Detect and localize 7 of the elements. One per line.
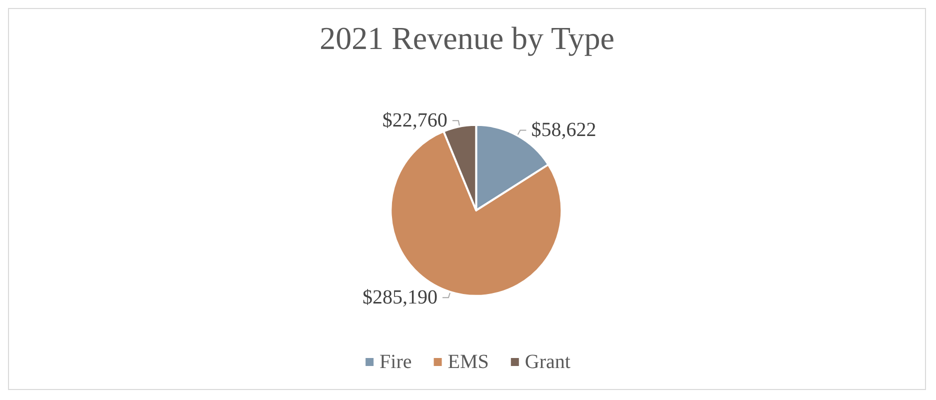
data-label: $285,190 (362, 286, 438, 309)
data-label: $58,622 (531, 119, 596, 142)
data-label: $22,760 (382, 110, 448, 132)
chart-title: 2021 Revenue by Type (320, 20, 614, 56)
legend-label: EMS (448, 351, 489, 373)
legend-label: Fire (380, 351, 412, 373)
legend-label: Grant (524, 351, 571, 373)
